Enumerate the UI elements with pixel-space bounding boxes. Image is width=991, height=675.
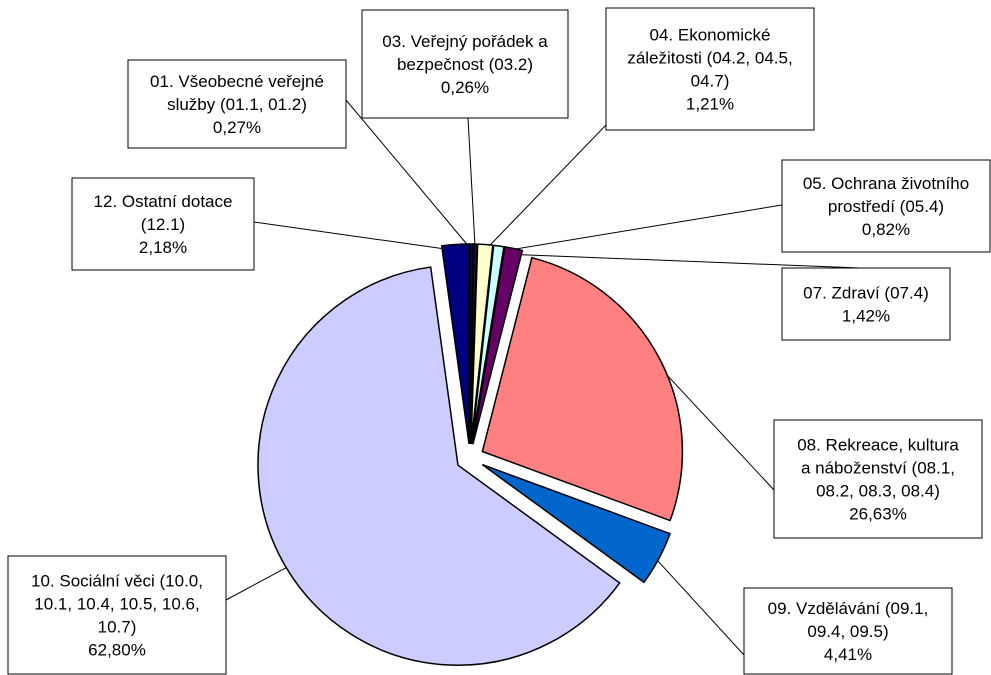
category-label: 10. Sociální věci (10.0, 10.1, 10.4, 10.5… [31, 572, 203, 637]
value-label: 26,63% [849, 505, 907, 524]
pie-slice [481, 256, 684, 522]
label-box [781, 267, 951, 341]
value-label: 1,42% [842, 307, 890, 326]
leader-line [345, 99, 473, 251]
label-box [605, 7, 815, 131]
category-label: 04. Ekonomické záležitosti (04.2, 04.5, 04… [627, 26, 792, 91]
value-label: 62,80% [88, 641, 146, 660]
label-box [743, 587, 953, 675]
leader-line [225, 564, 292, 601]
pie-slice [440, 243, 470, 445]
label-box [781, 159, 991, 253]
value-label: 4,41% [824, 645, 872, 664]
leader-line [653, 555, 745, 656]
category-label: 09. Vzdělávání (09.1, 09.4, 09.5) [768, 599, 929, 641]
label-box [773, 419, 983, 539]
label-box [127, 59, 347, 149]
pie-slice [470, 243, 494, 445]
category-label: 08. Rekreace, kultura a náboženství (08.1… [797, 436, 959, 501]
category-label: 05. Ochrana životního prostředí (05.4) [803, 174, 969, 216]
leader-line [253, 221, 456, 251]
category-label: 12. Ostatní dotace (12.1) [94, 192, 233, 234]
value-label: 0,82% [862, 220, 910, 239]
leader-line [484, 124, 607, 251]
leader-line [512, 253, 861, 269]
label-box [71, 177, 255, 271]
pie-slice [481, 463, 672, 584]
value-label: 2,18% [139, 238, 187, 257]
value-label: 0,26% [441, 78, 489, 97]
leader-line [497, 204, 783, 253]
leader-line [467, 117, 476, 251]
value-label: 0,27% [213, 118, 261, 137]
label-box [7, 555, 227, 675]
leader-line [653, 360, 775, 491]
category-label: 03. Veřejný pořádek a bezpečnost (03.2) [382, 32, 548, 74]
value-label: 1,21% [686, 95, 734, 114]
category-label: 01. Všeobecné veřejné služby (01.1, 01.2) [150, 72, 324, 114]
label-box [361, 9, 569, 119]
pie-slice [257, 266, 621, 666]
category-label: 07. Zdraví (07.4) [803, 284, 929, 303]
pie-slice [472, 246, 524, 445]
pie-slice [471, 244, 505, 445]
